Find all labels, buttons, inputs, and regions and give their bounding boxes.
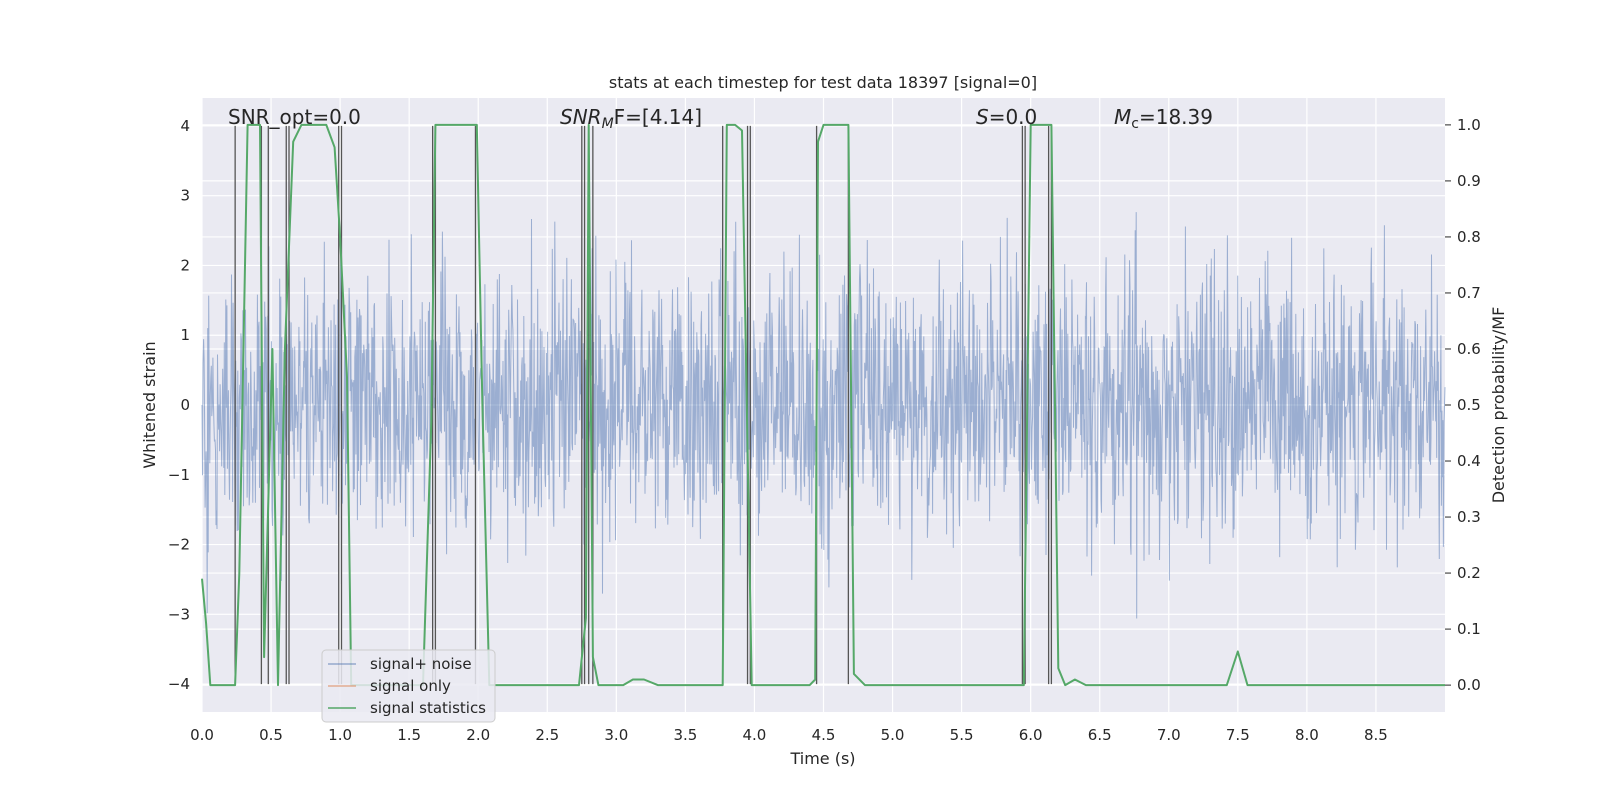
y2-tick-label: 0.9 — [1457, 172, 1481, 190]
y-axis-label: Whitened strain — [140, 341, 159, 468]
x-axis-ticks: 0.0 0.5 1.0 1.5 2.0 2.5 3.0 3.5 4.0 4.5 5.0 5.5 6.0 6… — [190, 726, 1388, 744]
x-tick-label: 6.0 — [1019, 726, 1043, 744]
legend-label-signal-only: signal only — [370, 677, 451, 695]
annotation-mc: Mc=18.39 — [1114, 105, 1213, 132]
y2-axis-ticks: 1.0 0.9 0.8 0.7 0.6 0.5 0.4 0.3 0.2 0.1 0.0 — [1445, 116, 1481, 694]
x-tick-label: 3.5 — [673, 726, 697, 744]
x-tick-label: 8.0 — [1295, 726, 1319, 744]
y2-tick-label: 1.0 — [1457, 116, 1481, 134]
y2-tick-label: 0.0 — [1457, 676, 1481, 694]
annotation-snr-mf: SNRMF=[4.14] — [560, 105, 702, 132]
y2-tick-label: 0.5 — [1457, 396, 1481, 414]
y-tick-label: −1 — [168, 466, 190, 484]
x-tick-label: 2.0 — [466, 726, 490, 744]
x-tick-label: 5.0 — [881, 726, 905, 744]
x-tick-label: 7.0 — [1157, 726, 1181, 744]
x-tick-label: 0.0 — [190, 726, 214, 744]
legend-label-signal-noise: signal+ noise — [370, 655, 472, 673]
y2-tick-label: 0.1 — [1457, 620, 1481, 638]
legend-box — [321, 649, 496, 723]
y2-tick-label: 0.8 — [1457, 228, 1481, 246]
x-tick-label: 4.5 — [812, 726, 836, 744]
y2-tick-label: 0.7 — [1457, 284, 1481, 302]
x-tick-label: 1.5 — [397, 726, 421, 744]
y-tick-label: −4 — [168, 675, 190, 693]
x-tick-label: 1.0 — [328, 726, 352, 744]
y-tick-label: 2 — [180, 256, 190, 274]
series-signal-noise — [201, 212, 1446, 619]
y2-tick-label: 0.6 — [1457, 340, 1481, 358]
x-axis-label: Time (s) — [789, 749, 855, 768]
legend: signal+ noise signal only signal statist… — [321, 649, 496, 723]
chart-title: stats at each timestep for test data 183… — [609, 73, 1037, 92]
x-tick-label: 2.5 — [535, 726, 559, 744]
annotation-snr-opt: SNR_opt=0.0 — [228, 105, 361, 129]
series-signal-statistics — [201, 123, 1445, 687]
y-tick-label: −3 — [168, 605, 190, 623]
annotation-s: S=0.0 — [976, 105, 1037, 129]
y2-tick-label: 0.3 — [1457, 508, 1481, 526]
x-tick-label: 3.0 — [604, 726, 628, 744]
signal-noise-line — [201, 212, 1446, 619]
y-axis-ticks: 4 3 2 1 0 −1 −2 −3 −4 — [168, 117, 190, 693]
x-tick-label: 4.0 — [743, 726, 767, 744]
x-tick-label: 8.5 — [1364, 726, 1388, 744]
y-tick-label: 4 — [180, 117, 190, 135]
x-tick-label: 7.5 — [1226, 726, 1250, 744]
y2-axis-label: Detection probability/MF — [1489, 307, 1508, 504]
x-tick-label: 6.5 — [1088, 726, 1112, 744]
y-tick-label: 0 — [180, 396, 190, 414]
x-tick-label: 0.5 — [259, 726, 283, 744]
y-tick-label: 3 — [180, 187, 190, 205]
y-tick-label: −2 — [168, 536, 190, 554]
signal-statistics-line — [201, 123, 1445, 687]
x-tick-label: 5.5 — [950, 726, 974, 744]
y2-tick-label: 0.2 — [1457, 564, 1481, 582]
y2-tick-label: 0.4 — [1457, 452, 1481, 470]
y-tick-label: 1 — [180, 326, 190, 344]
legend-label-signal-statistics: signal statistics — [370, 699, 486, 717]
